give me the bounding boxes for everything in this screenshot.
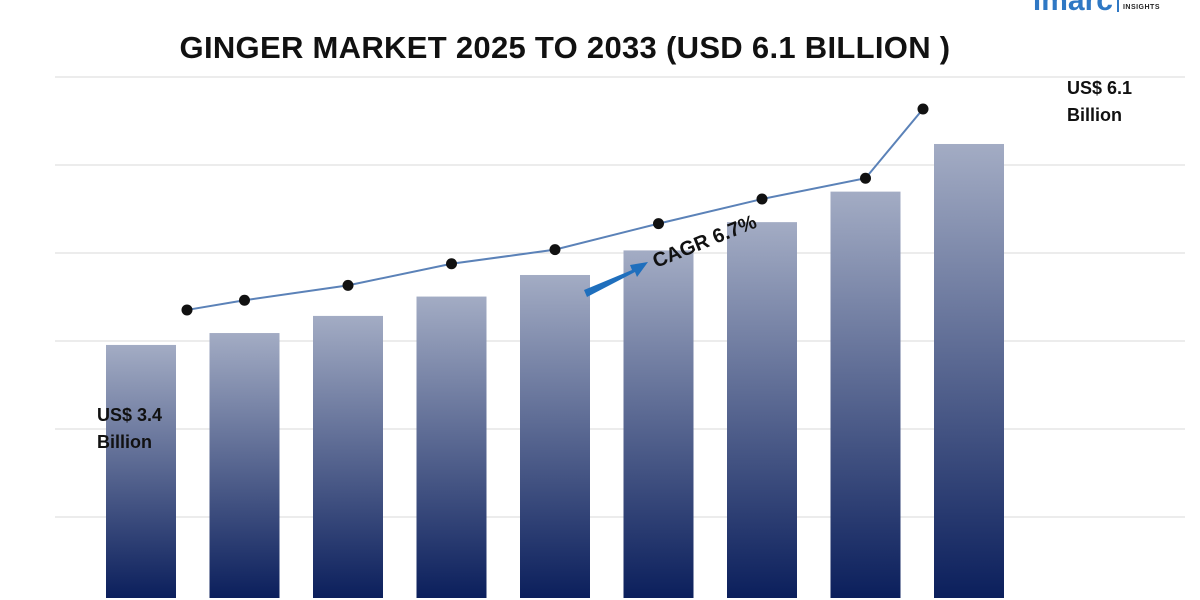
bar-2031 [727, 222, 797, 598]
end-value-label-line2: Billion [1067, 105, 1122, 125]
trend-marker-2027 [342, 279, 354, 291]
chart-title: GINGER MARKET 2025 TO 2033 (USD 6.1 BILL… [179, 30, 951, 65]
end-value-label-line1: US$ 6.1 [1067, 78, 1132, 98]
bar-2028 [416, 296, 487, 598]
bar-2026 [209, 333, 280, 598]
bar-2027 [313, 315, 383, 598]
start-value-label-line2: Billion [97, 432, 152, 452]
start-value-label-line1: US$ 3.4 [97, 405, 162, 425]
trend-marker-2025 [181, 304, 193, 316]
cagr-arrow [584, 262, 648, 297]
trend-marker-2033 [917, 103, 929, 115]
bar-2025 [106, 344, 176, 598]
trend-marker-2028 [446, 258, 457, 270]
trend-marker-2030 [653, 218, 664, 230]
bar-2029 [520, 274, 590, 598]
bar-2030 [623, 250, 694, 598]
trend-markers [181, 103, 929, 316]
trend-marker-2031 [756, 193, 768, 205]
trend-marker-2029 [549, 244, 561, 256]
logo-divider [1116, 0, 1119, 12]
bars [106, 143, 1004, 598]
bar-2033 [934, 143, 1004, 598]
logo-tagline: INSIGHTS [1122, 4, 1160, 11]
bar-2032 [830, 191, 901, 598]
trend-marker-2026 [239, 294, 250, 306]
imarc-logo: imarc INSIGHTS [1033, 0, 1160, 16]
trend-marker-2032 [860, 172, 871, 184]
logo-word: imarc [1032, 0, 1113, 17]
